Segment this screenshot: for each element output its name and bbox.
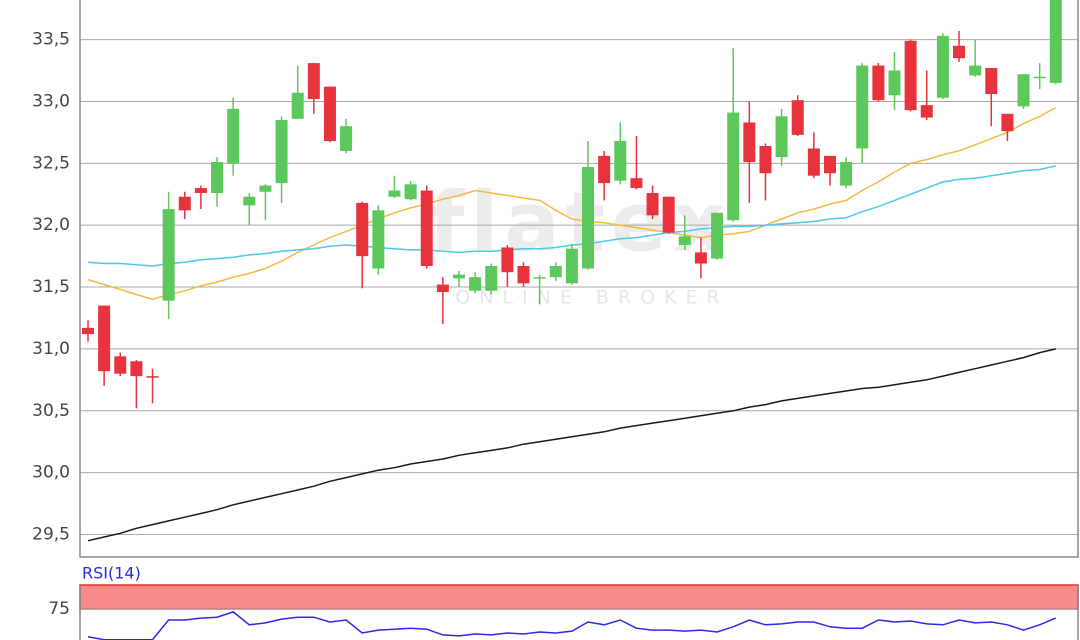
rsi-panel: RSI(14) 75: [48, 564, 1079, 640]
candle-body: [323, 86, 336, 142]
candle-body: [678, 236, 691, 245]
candle-body: [759, 145, 772, 174]
candle-body: [291, 92, 304, 119]
candle-body: [340, 126, 353, 151]
candle-body: [227, 108, 240, 164]
candle-body: [420, 190, 433, 267]
candle-body: [694, 252, 707, 264]
candle-body: [82, 327, 94, 335]
candle-body: [452, 274, 465, 279]
candle-body: [275, 120, 288, 184]
candle-body: [533, 277, 546, 279]
y-tick-label: 33,0: [32, 91, 70, 111]
y-tick-label: 30,5: [32, 401, 70, 421]
candle-body: [404, 184, 417, 200]
candle-body: [646, 193, 659, 216]
y-tick-label: 75: [48, 599, 70, 619]
watermark-tagline: ONLINE BROKER: [455, 287, 728, 309]
candle-body: [469, 277, 482, 291]
candle-body: [969, 65, 982, 76]
candle-body: [630, 178, 643, 189]
candle-body: [356, 202, 369, 257]
candle-body: [727, 112, 740, 221]
moving-average-line: [87, 106, 1057, 301]
candle-body: [791, 100, 804, 135]
candle-body: [856, 65, 869, 149]
rsi-line: [87, 611, 1057, 640]
plot-area: [87, 611, 1057, 640]
overbought-band: [79, 584, 1079, 610]
candle-body: [517, 266, 530, 284]
candle-body: [823, 155, 836, 174]
candle-body: [243, 196, 256, 206]
watermark-logo: flatex: [429, 175, 732, 270]
candle-body: [549, 266, 562, 278]
plot-area: [82, 0, 1062, 542]
candle-body: [485, 266, 498, 291]
candle-body: [388, 190, 401, 197]
candle-body: [114, 356, 127, 374]
candle-body: [211, 162, 224, 194]
candle-body: [904, 40, 917, 111]
y-tick-label: 31,0: [32, 339, 70, 359]
candle-body: [872, 65, 885, 101]
candle-body: [985, 68, 998, 95]
candle-body: [146, 376, 159, 378]
candle-body: [598, 155, 611, 184]
candle-body: [614, 141, 627, 181]
candle-body: [662, 196, 675, 233]
candle-body: [162, 209, 175, 301]
candle-body: [775, 116, 788, 158]
candle-body: [565, 248, 578, 284]
y-tick-label: 30,0: [32, 463, 70, 483]
y-tick-label: 32,5: [32, 153, 70, 173]
candle-body: [1049, 0, 1062, 83]
candle-body: [920, 105, 933, 118]
y-tick-label: 31,5: [32, 277, 70, 297]
candle-body: [178, 196, 191, 211]
candle-body: [259, 185, 272, 192]
candle-body: [372, 210, 385, 269]
candle-body: [307, 63, 320, 99]
candle-body: [953, 45, 966, 59]
candle-body: [711, 212, 724, 259]
moving-average-line: [87, 348, 1056, 542]
candle-body: [743, 122, 756, 163]
candle-body: [582, 167, 595, 269]
candle-body: [1001, 113, 1014, 132]
candle-body: [936, 35, 949, 98]
candle-body: [436, 284, 449, 292]
candle-body: [1033, 76, 1046, 79]
y-tick-label: 32,0: [32, 215, 70, 235]
y-tick-label: 29,5: [32, 524, 70, 544]
candle-body: [501, 247, 514, 273]
candle-body: [98, 305, 111, 372]
candle-body: [130, 361, 143, 377]
y-tick-label: 33,5: [32, 30, 70, 50]
candle-body: [1017, 74, 1030, 107]
panel-title: RSI(14): [82, 564, 141, 583]
candle-body: [194, 188, 207, 194]
plot-border: [79, 0, 1079, 558]
candle-body: [807, 148, 820, 176]
candle-body: [888, 70, 901, 96]
candle-body: [840, 162, 853, 186]
price-panel: flatex ONLINE BROKER 29,5 30,0 30,5 31,0 31,5 3…: [32, 0, 1079, 558]
